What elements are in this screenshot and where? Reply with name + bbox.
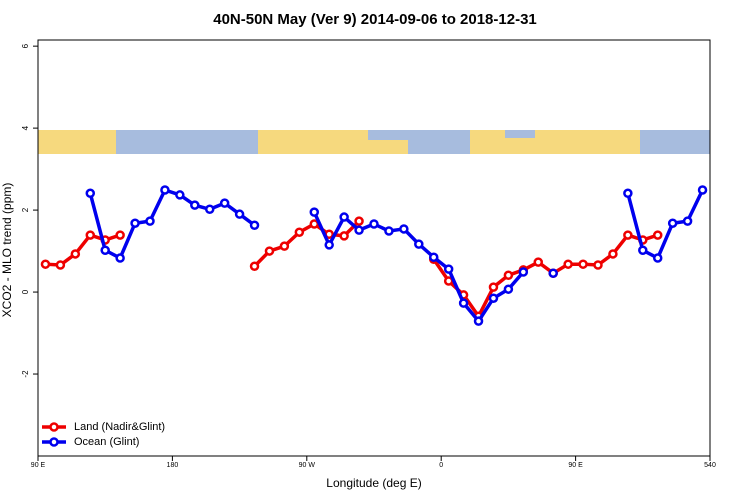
plot-frame [37,39,711,457]
data-point [533,257,544,267]
data-point [623,230,633,240]
y-axis-label: XCO2 - MLO trend (ppm) [0,183,14,318]
data-point [85,188,96,199]
data-point [204,204,215,215]
data-point [518,267,529,277]
data-point [473,316,484,326]
data-point [309,207,320,217]
data-point [85,230,96,240]
y-tick-label: 4 [21,125,30,130]
data-point [249,261,260,271]
data-point [264,246,275,256]
legend-marker [49,437,59,447]
series-line [45,219,659,318]
data-point [130,218,140,228]
data-point [548,268,558,278]
data-point [652,230,663,240]
data-point [115,230,125,240]
x-tick-label: 180 [167,462,179,469]
data-point [428,252,439,262]
data-point [652,253,663,263]
map-strip [38,130,710,154]
data-point [593,260,603,270]
data-point [145,216,155,226]
x-tick-label: 90 E [568,462,583,469]
data-point [115,253,125,263]
data-point [697,185,708,195]
data-point [369,219,379,229]
data-point [458,298,469,308]
y-tick-label: 2 [21,207,30,212]
x-axis-label: Longitude (deg E) [326,476,421,490]
data-point [443,264,454,274]
chart-title: 40N-50N May (Ver 9) 2014-09-06 to 2018-1… [213,11,537,28]
data-point [682,216,693,226]
data-point [414,239,424,249]
data-point [503,270,514,281]
data-point [563,259,573,269]
data-point [623,188,633,199]
data-point [190,200,200,210]
data-point [100,245,110,256]
data-point [354,216,364,226]
data-point [70,249,81,259]
data-point [638,245,648,256]
data-point [399,224,409,234]
data-point [219,198,230,208]
x-tick-label: 90 E [31,462,46,469]
data-point [40,259,51,269]
data-point [175,190,185,200]
legend-label: Land (Nadir&Glint) [74,421,165,433]
y-tick-label: 6 [21,43,30,48]
data-point [249,220,260,231]
data-point [279,241,290,251]
data-point [55,260,66,270]
y-tick-label: -2 [21,370,30,378]
data-point [503,284,514,294]
data-point [339,231,349,241]
x-tick-label: 90 W [299,462,316,469]
y-tick-label: 0 [21,289,30,294]
data-point [608,249,618,259]
data-point [234,209,245,219]
data-point [294,227,305,237]
data-point [488,293,499,303]
data-point [667,218,678,228]
data-point [324,240,334,250]
data-point [488,282,499,292]
data-point [160,185,170,195]
data-point [578,259,588,269]
data-point [354,225,364,235]
legend-marker [49,422,59,432]
legend-label: Ocean (Glint) [74,436,139,448]
x-tick-label: 0 [439,462,443,469]
data-point [339,212,349,222]
x-tick-label: 540 [704,462,716,469]
data-point [384,226,394,236]
